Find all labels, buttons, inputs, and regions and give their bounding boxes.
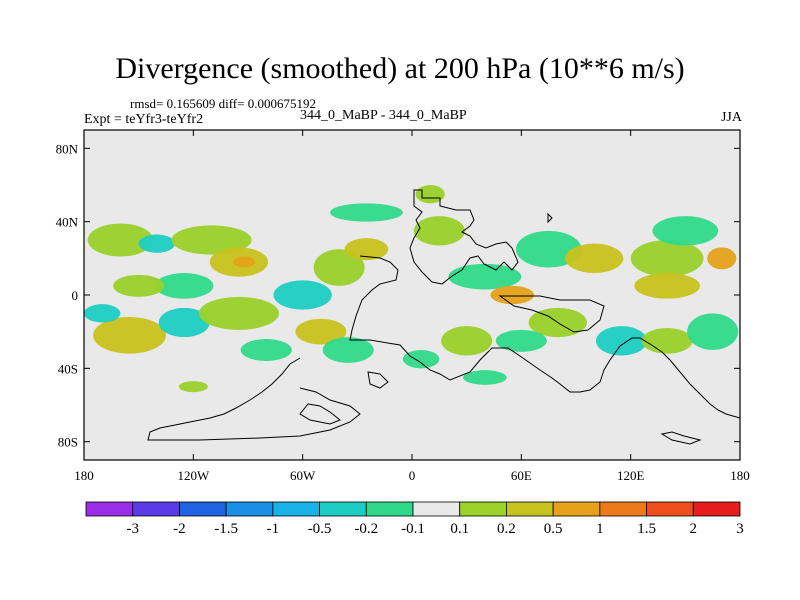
x-tick-label: 60W <box>290 468 316 483</box>
data-field <box>84 185 739 393</box>
colorbar-label: -2 <box>173 521 186 537</box>
field-blob <box>463 370 507 385</box>
colorbar-label: 3 <box>736 521 744 537</box>
y-tick-label: 40S <box>58 361 78 376</box>
x-tick-label: 180 <box>730 468 750 483</box>
field-blob <box>93 317 166 354</box>
colorbar-swatch <box>599 501 647 517</box>
colorbar-label: 0.1 <box>450 521 469 537</box>
field-blob <box>630 240 704 277</box>
field-blob <box>273 280 332 310</box>
x-tick-label: 0 <box>409 468 416 483</box>
colorbar-swatch <box>272 501 320 517</box>
colorbar-label: 2 <box>690 521 698 537</box>
field-blob <box>415 185 445 204</box>
field-blob <box>155 273 214 299</box>
field-blob <box>448 263 522 290</box>
colorbar-label: -0.1 <box>401 521 425 537</box>
field-blob <box>158 307 210 338</box>
case-label: 344_0_MaBP - 344_0_MaBP <box>300 108 467 123</box>
colorbar-label: -3 <box>126 521 139 537</box>
field-blob <box>295 318 347 345</box>
field-blob <box>402 350 440 369</box>
field-blob <box>138 234 176 253</box>
experiment-label: Expt = teYfr3-teYfr2 <box>84 112 204 127</box>
colorbar-swatch <box>319 501 367 517</box>
colorbar-label: 0.5 <box>544 521 563 537</box>
x-tick-label: 180 <box>74 468 94 483</box>
colorbar-label: 0.2 <box>497 521 516 537</box>
field-blob <box>652 216 719 246</box>
field-blob <box>313 249 365 286</box>
field-blob <box>634 273 700 299</box>
field-blob <box>495 329 547 352</box>
season-label: JJA <box>720 110 742 125</box>
y-tick-label: 40N <box>56 215 79 230</box>
field-blob <box>198 296 279 330</box>
field-blob <box>84 304 121 323</box>
colorbar-label: -0.5 <box>308 521 332 537</box>
field-blob <box>707 247 737 270</box>
colorbar-label: 1 <box>596 521 604 537</box>
x-tick-label: 120E <box>617 468 645 483</box>
colorbar-swatch <box>132 501 180 517</box>
field-blob <box>344 238 389 261</box>
colorbar-swatch <box>646 501 694 517</box>
y-tick-label: 80S <box>58 435 78 450</box>
colorbar-label: -0.2 <box>354 521 378 537</box>
field-blob <box>441 326 493 356</box>
field-blob <box>322 337 374 363</box>
colorbar-swatch <box>225 501 274 517</box>
colorbar-swatch <box>692 501 741 517</box>
field-blob <box>178 381 208 393</box>
x-tick-label: 60E <box>511 468 532 483</box>
colorbar-swatch <box>459 501 507 517</box>
colorbar-swatch <box>506 501 554 517</box>
y-tick-label: 80N <box>56 141 79 156</box>
y-tick-label: 0 <box>72 288 79 303</box>
colorbar: -3 -2 -1.5 -1 -0.5 -0.2 -0.1 0.1 0.2 0.5 1 1.5 2 3 <box>85 501 744 537</box>
colorbar-label: 1.5 <box>637 521 656 537</box>
colorbar-swatch <box>365 501 414 517</box>
field-blob <box>641 328 693 354</box>
colorbar-swatch <box>552 501 601 517</box>
field-blob <box>233 256 256 268</box>
field-blob <box>87 223 154 257</box>
colorbar-label: -1 <box>267 521 280 537</box>
field-blob <box>113 274 165 297</box>
x-tick-label: 120W <box>177 468 210 483</box>
colorbar-swatch <box>85 501 134 517</box>
colorbar-swatch <box>412 501 461 517</box>
chart-title: Divergence (smoothed) at 200 hPa (10**6 … <box>115 52 685 85</box>
field-blob <box>330 203 403 222</box>
axis-ticks: 180 120W 60W 0 60E 120E 180 80N 40N 0 40S 80S <box>56 130 750 483</box>
colorbar-label: -1.5 <box>214 521 238 537</box>
field-blob <box>171 225 252 255</box>
stats-label: rmsd= 0.165609 diff= 0.000675192 <box>130 96 316 111</box>
coastlines <box>147 189 740 445</box>
field-blob <box>490 285 535 305</box>
field-blob <box>515 230 582 268</box>
field-blob <box>240 339 292 361</box>
field-blob <box>687 313 739 350</box>
field-blob <box>565 243 624 273</box>
colorbar-swatch <box>179 501 227 517</box>
field-blob <box>596 326 648 356</box>
field-blob <box>413 216 465 246</box>
